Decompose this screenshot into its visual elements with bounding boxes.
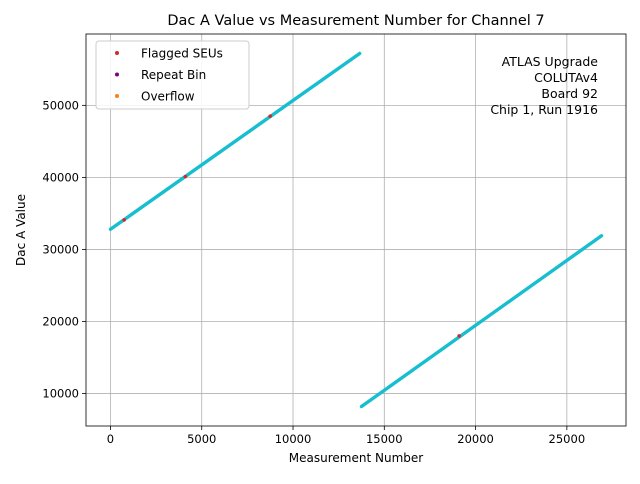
x-tick-label: 20000: [457, 432, 494, 446]
plot-frame: [85, 33, 627, 427]
flagged-point: [122, 218, 126, 222]
annotation-line: ATLAS Upgrade: [502, 54, 599, 69]
x-tick-label: 5000: [187, 432, 216, 446]
y-tick-label: 40000: [42, 170, 79, 184]
annotation-line: Chip 1, Run 1916: [490, 102, 598, 117]
legend: Flagged SEUs Repeat Bin Overflow: [95, 40, 250, 110]
x-axis-label: Measurement Number: [289, 451, 423, 465]
annotation-line: Board 92: [541, 86, 598, 101]
y-tick-label: 30000: [42, 242, 79, 256]
x-tick-label: 0: [107, 432, 114, 446]
legend-marker: [115, 51, 119, 55]
x-tick-label: 15000: [366, 432, 403, 446]
legend-label: Flagged SEUs: [141, 47, 223, 61]
axis-ticks: 0 5000 10000 15000 20000 25000 10000 20000 30000…: [42, 98, 585, 446]
legend-marker: [115, 94, 119, 98]
chart-title: Dac A Value vs Measurement Number for Ch…: [167, 13, 544, 29]
plot-area: [108, 51, 604, 409]
measurement-series-segment-1: [108, 51, 362, 231]
flagged-point: [268, 114, 272, 118]
y-axis-label: Dac A Value: [14, 194, 28, 266]
y-tick-label: 10000: [42, 387, 79, 401]
y-tick-label: 20000: [42, 315, 79, 329]
flagged-point: [457, 334, 461, 338]
legend-label: Repeat Bin: [141, 68, 206, 82]
flagged-point: [183, 174, 188, 179]
x-tick-label: 10000: [275, 432, 312, 446]
measurement-series-segment-2: [359, 234, 604, 409]
annotation-line: COLUTAv4: [534, 70, 598, 85]
x-tick-label: 25000: [549, 432, 586, 446]
legend-frame: [95, 40, 250, 110]
y-tick-label: 50000: [42, 98, 79, 112]
legend-label: Overflow: [141, 90, 195, 104]
legend-marker: [115, 72, 119, 77]
